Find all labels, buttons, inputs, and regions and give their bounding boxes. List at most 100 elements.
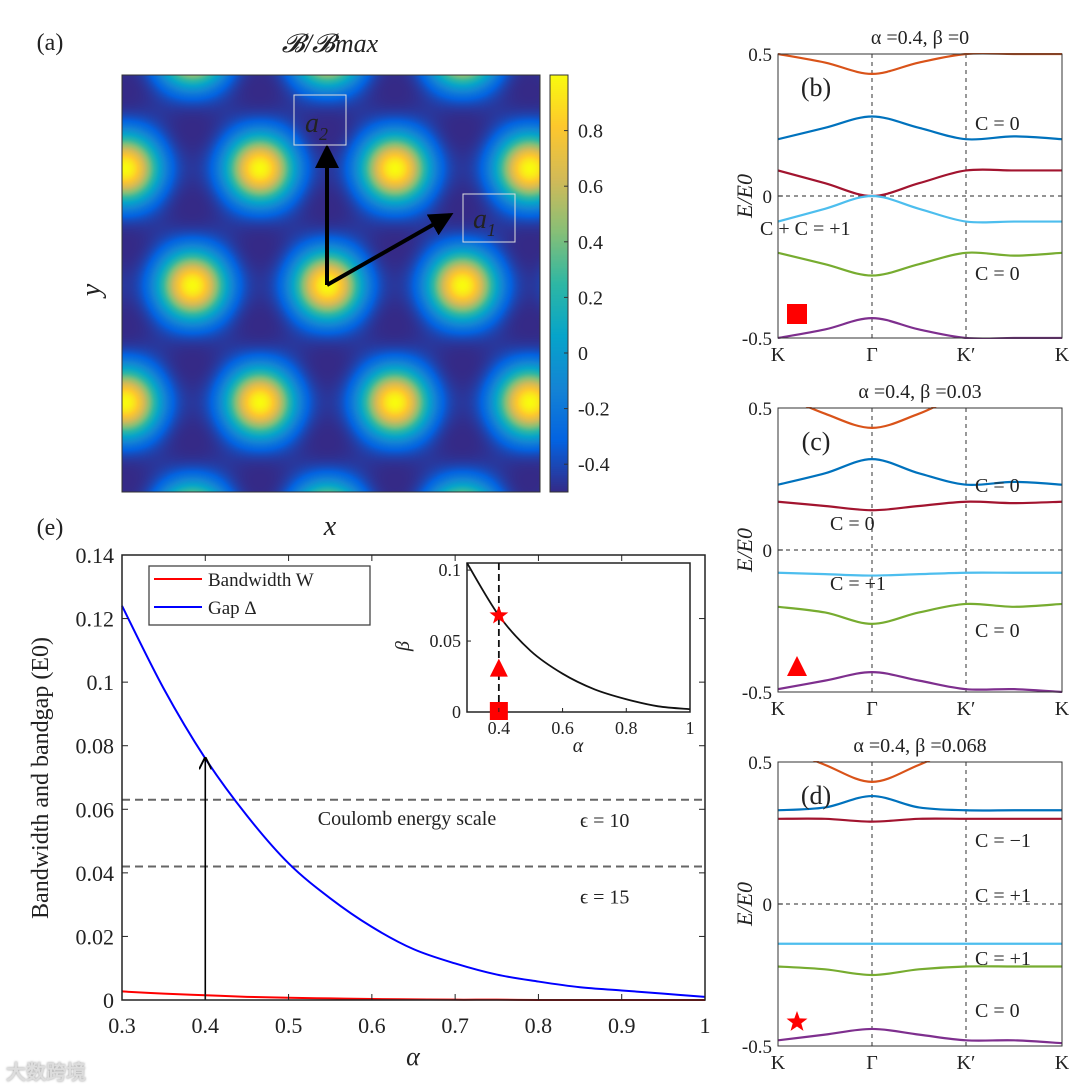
colorbar-tick-label: -0.2 bbox=[578, 399, 610, 421]
axes-frame bbox=[121, 554, 706, 1001]
inset-marker-star bbox=[489, 605, 509, 624]
x-tick-label: K′ bbox=[957, 698, 976, 720]
panel-label-a: (a) bbox=[37, 30, 64, 56]
inset-y-tick-label: 0 bbox=[452, 702, 461, 722]
epsilon-label: ϵ = 10 bbox=[580, 810, 629, 832]
inset-x-tick-label: 1 bbox=[686, 718, 695, 738]
y-axis-label: Bandwidth and bandgap (E0) bbox=[28, 637, 54, 919]
inset-y-tick-label: 0.1 bbox=[439, 560, 462, 580]
band-red bbox=[778, 817, 1062, 823]
inset-x-tick-label: 0.4 bbox=[488, 718, 511, 738]
colorbar-tick-label: 0 bbox=[578, 343, 588, 365]
heatmap-frame bbox=[121, 74, 541, 493]
panel-title: α =0.4, β =0.068 bbox=[853, 735, 986, 757]
panel-label: (c) bbox=[802, 427, 831, 456]
a1-label: a1 bbox=[473, 204, 496, 240]
band-red bbox=[778, 500, 1062, 512]
y-tick-label: 0.1 bbox=[87, 670, 115, 695]
band-lightblue bbox=[778, 194, 1062, 224]
band-purple bbox=[778, 317, 1062, 339]
chern-number-label: C = +1 bbox=[975, 885, 1031, 907]
inset-x-tick-label: 0.6 bbox=[551, 718, 574, 738]
chern-number-label: C = 0 bbox=[975, 475, 1020, 497]
band-purple bbox=[778, 1027, 1062, 1045]
band-red bbox=[778, 168, 1062, 198]
band-blue bbox=[778, 794, 1062, 812]
colorbar-tick-label: 0.4 bbox=[578, 232, 603, 254]
y-axis-label: y bbox=[76, 283, 107, 299]
y-tick-label: 0.02 bbox=[76, 924, 115, 949]
band-green bbox=[778, 602, 1062, 625]
x-tick-label: K′ bbox=[957, 1052, 976, 1074]
chern-number-label: C = +1 bbox=[830, 573, 886, 595]
y-tick-label: 0 bbox=[103, 988, 114, 1013]
y-tick-label: 0.08 bbox=[76, 734, 115, 759]
legend-box bbox=[148, 565, 371, 626]
chern-number-label: C = 0 bbox=[975, 263, 1020, 285]
heatmap-title: 𝓑/𝓑max bbox=[282, 29, 379, 58]
watermark: 大数跨境 bbox=[6, 1060, 86, 1084]
bandwidth-curve bbox=[121, 990, 705, 1002]
chern-number-label: C = +1 bbox=[975, 948, 1031, 970]
x-tick-label: 0.4 bbox=[192, 1013, 220, 1038]
x-axis-label: x bbox=[323, 511, 337, 542]
a2-label-box bbox=[293, 94, 347, 146]
band-orange bbox=[778, 53, 1062, 75]
chern-number-label: C = 0 bbox=[975, 113, 1020, 135]
y-tick-label: 0.5 bbox=[748, 399, 772, 420]
a1-vector bbox=[326, 213, 454, 287]
colorbar-tick-label: -0.4 bbox=[578, 454, 610, 476]
colorbar-frame bbox=[549, 74, 569, 493]
band-panel-d: α =0.4, β =0.068(d)0.50-0.5K Γ K′ KE/E0C = … bbox=[732, 735, 1070, 1074]
chern-number-label: C = 0 bbox=[830, 513, 875, 535]
panel-label: (d) bbox=[801, 781, 831, 810]
chern-number-label: C = 0 bbox=[975, 620, 1020, 642]
y-axis-label: E/E0 bbox=[732, 882, 757, 927]
x-tick-label: 0.3 bbox=[108, 1013, 136, 1038]
x-tick-label: K bbox=[1055, 344, 1070, 366]
inset-y-axis-label: β bbox=[392, 641, 414, 652]
colorbar bbox=[550, 75, 568, 492]
colorbar-tick-label: 0.2 bbox=[578, 287, 603, 309]
x-tick-label: 0.8 bbox=[525, 1013, 553, 1038]
legend-label: Gap Δ bbox=[208, 598, 257, 619]
panel-title: α =0.4, β =0 bbox=[871, 27, 969, 49]
panel-label-e: (e) bbox=[37, 515, 64, 541]
a2-label: a2 bbox=[305, 108, 328, 144]
x-tick-label: K bbox=[771, 1052, 786, 1074]
y-tick-label: 0 bbox=[763, 895, 773, 916]
y-tick-label: -0.5 bbox=[742, 329, 772, 350]
inset-frame bbox=[466, 562, 691, 713]
y-tick-label: 0.06 bbox=[76, 797, 115, 822]
state-marker-triangle bbox=[787, 656, 807, 676]
y-tick-label: 0.5 bbox=[748, 45, 772, 66]
x-tick-label: K bbox=[1055, 698, 1070, 720]
state-marker-star bbox=[786, 1011, 808, 1031]
panel-title: α =0.4, β =0.03 bbox=[858, 381, 981, 403]
x-tick-label: 0.7 bbox=[441, 1013, 469, 1038]
x-tick-label: Γ bbox=[866, 698, 878, 720]
y-tick-label: 0.14 bbox=[76, 543, 115, 568]
colorbar-tick-label: 0.8 bbox=[578, 121, 603, 143]
y-tick-label: 0 bbox=[763, 187, 773, 208]
band-purple bbox=[778, 671, 1062, 693]
chern-number-label: C = −1 bbox=[975, 830, 1031, 852]
state-marker-square bbox=[787, 304, 807, 324]
y-tick-label: 0 bbox=[763, 541, 773, 562]
x-tick-label: Γ bbox=[866, 344, 878, 366]
band-blue bbox=[778, 458, 1062, 487]
band-lightblue bbox=[778, 571, 1062, 577]
legend-label: Bandwidth W bbox=[208, 570, 314, 591]
inset-x-tick-label: 0.8 bbox=[615, 718, 638, 738]
y-tick-label: -0.5 bbox=[742, 683, 772, 704]
a1-label-box bbox=[462, 193, 516, 243]
inset-y-tick-label: 0.05 bbox=[430, 631, 462, 651]
legend: Bandwidth W Gap Δ bbox=[148, 565, 371, 626]
y-tick-label: 0.12 bbox=[76, 607, 115, 632]
x-tick-label: K bbox=[1055, 1052, 1070, 1074]
x-tick-label: 1 bbox=[700, 1013, 711, 1038]
band-panel-b: α =0.4, β =0(b)0.50-0.5K Γ K′ KE/E0C = 0C +… bbox=[732, 27, 1070, 366]
panel-e: (e) ϵ = 10 ϵ = 15 Coulomb energy scale 0.3 0.… bbox=[28, 515, 711, 1071]
